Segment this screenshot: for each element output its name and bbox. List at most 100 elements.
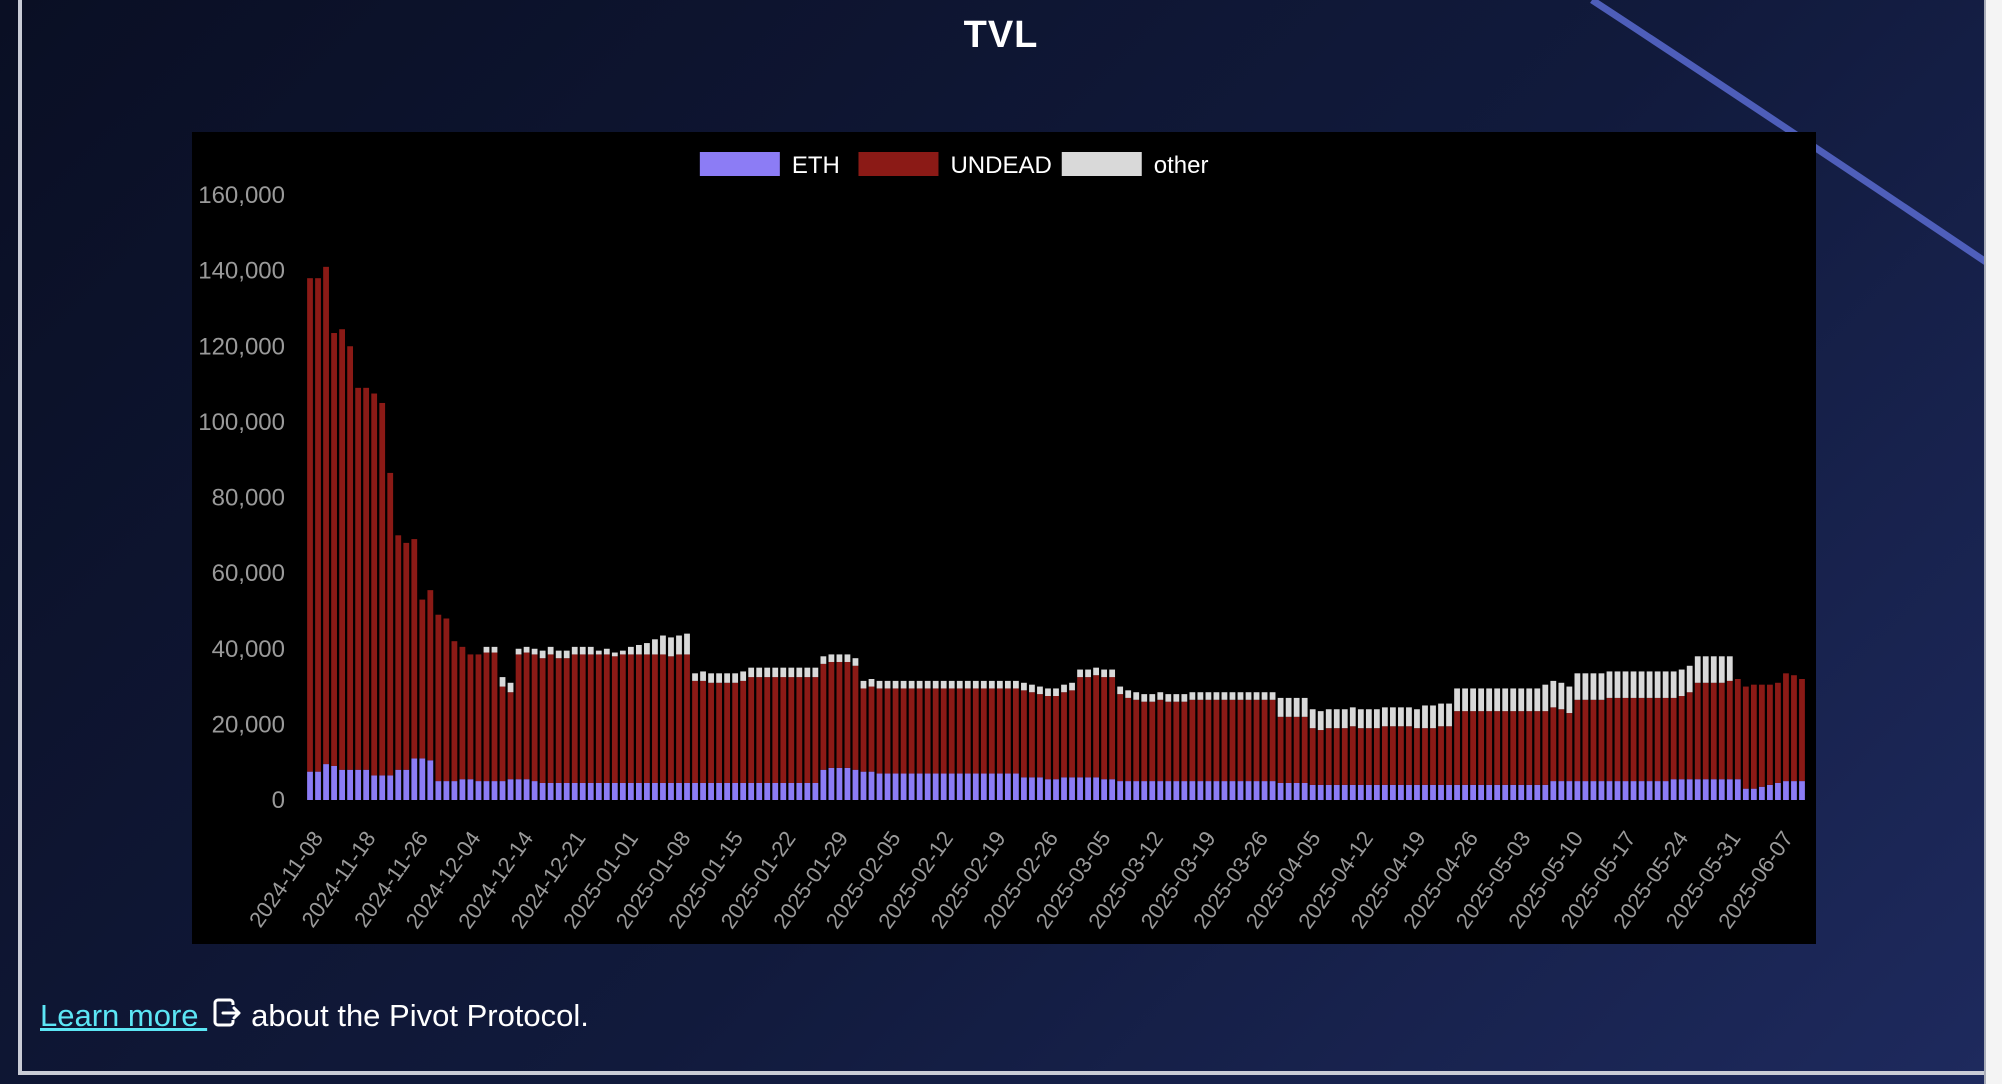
bar-eth <box>411 758 418 800</box>
bar-other <box>539 650 546 659</box>
bar-undead <box>772 677 779 783</box>
bar-undead <box>948 688 955 774</box>
bar-other <box>1141 694 1148 702</box>
learn-more-link[interactable]: Learn more <box>40 998 208 1033</box>
bar-other <box>555 650 562 659</box>
bar-eth <box>1357 784 1364 801</box>
y-tick-label: 20,000 <box>212 711 285 738</box>
bar-other <box>748 667 755 678</box>
bar-other <box>531 648 538 655</box>
bar-eth <box>1494 784 1501 801</box>
bar-other <box>1229 692 1236 700</box>
bar-other <box>1598 673 1605 700</box>
bar-undead <box>467 654 474 780</box>
bar-eth <box>1149 781 1156 800</box>
bar-other <box>1582 673 1589 700</box>
bar-eth <box>684 782 690 800</box>
bar-eth <box>315 771 321 800</box>
bar-other <box>708 673 714 683</box>
bar-undead <box>1341 728 1348 785</box>
bar-eth <box>1189 781 1196 800</box>
bar-undead <box>1197 699 1204 782</box>
bar-other <box>1357 709 1364 729</box>
bar-eth <box>1550 781 1557 800</box>
bar-other <box>1510 688 1517 712</box>
bar-eth <box>1045 779 1051 800</box>
bar-undead <box>307 278 313 772</box>
bar-eth <box>716 782 722 800</box>
bar-eth <box>1702 779 1709 800</box>
bar-undead <box>916 688 923 774</box>
bar-undead <box>587 654 594 783</box>
bar-eth <box>483 781 490 800</box>
bar-eth <box>924 773 931 800</box>
bar-other <box>1446 703 1452 727</box>
bar-other <box>900 680 907 689</box>
y-tick-label: 100,000 <box>198 409 285 436</box>
bar-undead <box>1173 701 1180 782</box>
bar-other <box>1478 688 1485 712</box>
bar-eth <box>1221 781 1228 800</box>
bar-eth <box>1726 779 1733 800</box>
bar-other <box>523 646 530 653</box>
bar-other <box>1309 709 1316 729</box>
bar-other <box>1021 682 1027 691</box>
bar-other <box>1293 697 1300 717</box>
bar-other <box>1029 684 1035 693</box>
bar-undead <box>724 682 731 783</box>
bar-eth <box>1004 773 1011 800</box>
bar-undead <box>1069 690 1075 778</box>
bar-eth <box>748 782 755 800</box>
bar-undead <box>700 680 706 783</box>
bar-undead <box>1101 677 1108 780</box>
bar-other <box>908 680 915 689</box>
bar-eth <box>1117 781 1124 800</box>
bar-eth <box>812 782 819 800</box>
bar-other <box>1454 688 1460 712</box>
bar-eth <box>676 782 682 800</box>
bar-other <box>1606 671 1613 698</box>
bar-other <box>1069 682 1075 691</box>
bar-undead <box>1013 688 1019 774</box>
bar-other <box>852 658 859 666</box>
bar-undead <box>347 346 354 770</box>
bar-other <box>868 679 875 687</box>
bar-other <box>1157 692 1164 700</box>
bar-eth <box>764 782 771 800</box>
bar-eth <box>1021 777 1027 800</box>
bar-undead <box>1285 716 1292 783</box>
bar-eth <box>700 782 706 800</box>
bar-other <box>764 667 771 678</box>
bar-eth <box>595 782 602 800</box>
bar-undead <box>1414 728 1420 785</box>
bar-eth <box>1606 781 1613 800</box>
bar-eth <box>1526 784 1533 801</box>
bar-undead <box>451 641 458 782</box>
bar-eth <box>579 782 586 800</box>
y-tick-label: 120,000 <box>198 333 285 360</box>
bar-eth <box>940 773 947 800</box>
bar-undead <box>499 686 506 782</box>
bar-eth <box>539 782 546 800</box>
bar-eth <box>1478 784 1485 801</box>
bar-undead <box>459 646 466 780</box>
bar-other <box>1662 671 1669 698</box>
bar-eth <box>555 782 562 800</box>
bar-other <box>1430 705 1436 729</box>
bar-other <box>1341 709 1348 729</box>
bar-undead <box>1077 677 1083 778</box>
bar-eth <box>636 782 642 800</box>
bar-eth <box>499 781 506 800</box>
bar-other <box>1213 692 1220 700</box>
bar-undead <box>892 688 899 774</box>
bar-eth <box>1470 784 1476 801</box>
bar-undead <box>603 654 610 783</box>
bar-undead <box>636 654 642 783</box>
y-tick-label: 60,000 <box>212 560 285 587</box>
bar-other <box>1277 697 1284 717</box>
bar-undead <box>1574 699 1581 782</box>
bar-eth <box>1662 781 1669 800</box>
bar-undead <box>980 688 987 774</box>
window-scrollbar-track[interactable] <box>1986 0 2002 1084</box>
external-link-icon[interactable] <box>213 998 243 1028</box>
